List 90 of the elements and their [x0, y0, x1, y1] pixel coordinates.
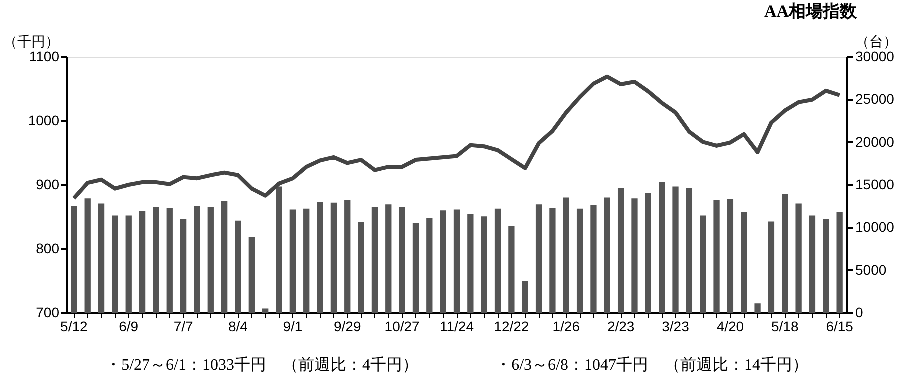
x-tick-label: 1/26 — [552, 318, 580, 334]
text: ・5/27～6/1：1033千円 （前週比：4千円） — [106, 356, 418, 374]
y2-tick-label: 30000 — [856, 48, 895, 64]
bar — [440, 210, 446, 313]
bar — [262, 308, 269, 313]
bar — [412, 223, 420, 313]
bar — [481, 216, 488, 313]
x-tick-label: 2/23 — [607, 318, 635, 334]
bar — [98, 204, 105, 313]
x-tick-label: 5/12 — [60, 318, 88, 334]
chart-title: AA相場指数 — [764, 2, 858, 21]
bar — [139, 211, 146, 313]
bar — [823, 219, 830, 313]
y-axis-title: （千円） — [4, 34, 60, 50]
x-tick-label: 6/9 — [119, 318, 139, 334]
bar — [468, 214, 474, 313]
bar — [645, 194, 652, 313]
bar — [672, 186, 679, 313]
bar — [590, 205, 597, 313]
x-tick-label: 7/7 — [174, 318, 194, 334]
bar — [754, 304, 761, 313]
bar — [454, 210, 460, 313]
bar — [576, 208, 584, 313]
y2-axis-title: （台） — [856, 34, 898, 50]
y2-tick-label: 10000 — [856, 219, 895, 236]
y2-tick-label: 0 — [856, 304, 864, 320]
bar — [508, 226, 515, 313]
bar — [276, 186, 282, 313]
x-tick-label: 3/23 — [662, 318, 690, 334]
bar — [399, 207, 406, 313]
bar — [248, 237, 255, 313]
x-tick-label: 12/22 — [494, 318, 530, 334]
bar — [494, 208, 502, 313]
x-tick-label: 4/20 — [716, 318, 744, 334]
bar — [208, 207, 214, 313]
bar — [221, 201, 228, 313]
bar — [686, 188, 693, 313]
bar — [153, 207, 160, 313]
bar — [727, 200, 734, 313]
bar — [426, 218, 433, 313]
x-tick-label: 9/29 — [334, 318, 362, 334]
y-tick-label: 800 — [36, 240, 60, 256]
bar — [317, 202, 324, 313]
bar — [112, 216, 118, 313]
bar — [386, 204, 392, 313]
bar — [836, 212, 843, 313]
x-tick-label: 6/15 — [826, 318, 854, 334]
bar — [304, 208, 310, 313]
bar — [550, 208, 556, 313]
y-tick-label: 1100 — [29, 48, 60, 64]
bar — [180, 219, 187, 313]
y2-tick-label: 5000 — [856, 262, 887, 278]
bar — [632, 198, 638, 313]
bar — [330, 202, 338, 313]
bar — [522, 281, 528, 313]
bar — [358, 222, 364, 313]
text: ・6/3～6/8：1047千円 （前週比：14千円） — [496, 356, 808, 374]
y2-tick-label: 20000 — [856, 134, 895, 150]
x-tick-label: 8/4 — [228, 318, 248, 334]
y2-tick-label: 15000 — [856, 176, 895, 192]
bar — [604, 198, 610, 313]
bar — [344, 200, 351, 313]
bar — [536, 204, 542, 313]
bar — [563, 198, 570, 313]
bar — [618, 188, 624, 313]
bar — [659, 182, 666, 313]
bar — [84, 198, 91, 313]
bar — [714, 200, 720, 313]
bar — [126, 216, 132, 313]
bar — [194, 206, 200, 313]
bar — [741, 212, 748, 313]
x-tick-label: 5/18 — [772, 318, 799, 334]
y2-tick-label: 25000 — [856, 91, 895, 108]
bar — [782, 194, 788, 313]
bar — [235, 220, 242, 313]
x-tick-label: 9/1 — [283, 318, 303, 334]
bar — [290, 210, 296, 313]
bar — [796, 204, 802, 313]
bar — [809, 216, 816, 313]
bar — [700, 216, 706, 313]
x-tick-label: 10/27 — [384, 318, 420, 334]
line-series — [72, 74, 842, 200]
y-tick-label: 700 — [36, 304, 60, 320]
bar — [768, 222, 775, 313]
bar — [372, 207, 378, 313]
x-tick-label: 11/24 — [440, 318, 474, 334]
y-tick-label: 900 — [36, 176, 60, 192]
y-tick-label: 1000 — [28, 112, 60, 128]
bar — [166, 208, 173, 313]
bar — [71, 206, 78, 313]
